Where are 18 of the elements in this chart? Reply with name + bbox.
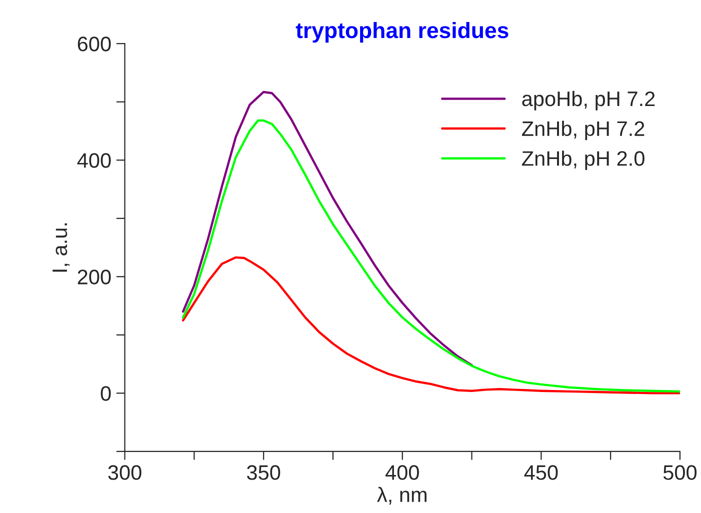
y-tick-label: 600 — [78, 36, 111, 52]
legend-label: ZnHb, pH 2.0 — [522, 150, 644, 170]
y-tick-label: 400 — [77, 153, 111, 168]
legend-label: ZnHb, pH 7.2 — [522, 120, 644, 140]
y-tick-label: 200 — [78, 270, 111, 284]
x-tick-label: 300 — [108, 465, 142, 480]
line-series — [182, 119, 680, 393]
y-tick-label: 0 — [100, 386, 111, 401]
x-tick-label: 500 — [663, 465, 697, 480]
x-tick-label: 350 — [246, 465, 280, 480]
y-axis-title: I, a.u. — [52, 223, 70, 272]
chart-title: tryptophan residues — [296, 22, 508, 43]
x-axis-title: λ, nm — [377, 486, 426, 505]
line-series — [182, 256, 680, 394]
line-series — [182, 90, 473, 366]
x-tick-label: 450 — [524, 465, 558, 480]
legend-label: apoHb, pH 7.2 — [522, 90, 655, 110]
x-tick-label: 400 — [385, 465, 419, 480]
